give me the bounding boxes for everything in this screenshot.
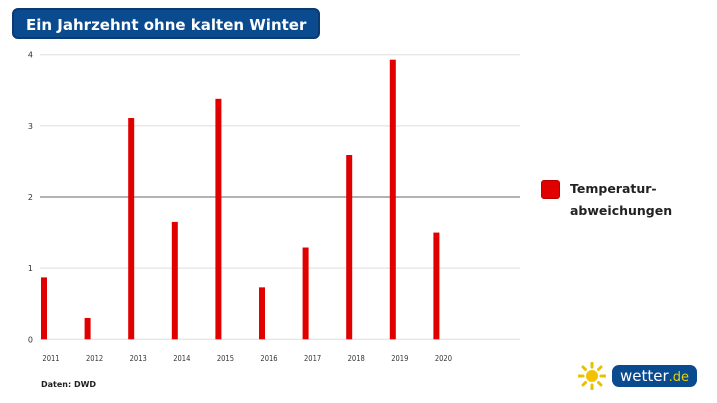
bar-2019 bbox=[389, 59, 396, 340]
y-tick-label: 2 bbox=[28, 193, 33, 202]
legend: Temperatur- abweichungen bbox=[541, 178, 680, 222]
bar-2011 bbox=[41, 277, 47, 340]
x-tick-label: 2020 bbox=[435, 354, 452, 363]
bar-2014 bbox=[171, 221, 178, 340]
sun-icon bbox=[578, 362, 606, 390]
x-tick-label: 2018 bbox=[348, 354, 365, 363]
y-tick-label: 4 bbox=[28, 51, 33, 60]
y-tick-label: 0 bbox=[28, 335, 33, 344]
x-tick-label: 2011 bbox=[42, 354, 59, 363]
bar-2013 bbox=[128, 118, 135, 340]
y-tick-label: 1 bbox=[28, 264, 33, 273]
y-tick-label: 3 bbox=[28, 122, 33, 131]
x-tick-label: 2013 bbox=[130, 354, 147, 363]
bar-2018 bbox=[346, 155, 353, 340]
bar-2016 bbox=[259, 287, 265, 340]
x-tick-label: 2019 bbox=[391, 354, 408, 363]
legend-label-line2: abweichungen bbox=[570, 203, 673, 218]
x-tick-label: 2012 bbox=[86, 354, 103, 363]
x-tick-label: 2014 bbox=[173, 354, 190, 363]
x-tick-label: 2017 bbox=[304, 354, 321, 363]
source-note: Daten: DWD bbox=[41, 380, 97, 389]
x-tick-label: 2016 bbox=[260, 354, 277, 363]
bar-2020 bbox=[433, 232, 440, 340]
legend-swatch bbox=[541, 180, 560, 199]
logo-wordmark: wetter.de bbox=[612, 365, 698, 387]
wetter-logo: wetter.de bbox=[578, 362, 698, 390]
bar-2015 bbox=[215, 98, 222, 340]
legend-label-line1: Temperatur- bbox=[570, 181, 657, 196]
bar-2012 bbox=[84, 317, 91, 340]
bar-2017 bbox=[302, 247, 309, 340]
legend-label: Temperatur- abweichungen bbox=[570, 178, 680, 222]
chart-title: Ein Jahrzehnt ohne kalten Winter bbox=[12, 8, 321, 39]
x-tick-label: 2015 bbox=[217, 354, 234, 363]
